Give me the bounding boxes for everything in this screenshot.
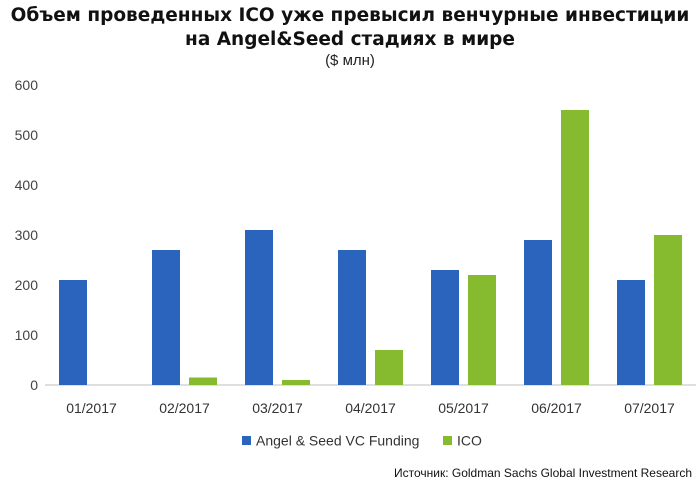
y-tick-label: 0 [30,377,38,393]
y-tick-label: 600 [15,77,39,93]
x-tick-label: 03/2017 [252,400,303,416]
y-tick-label: 100 [15,327,39,343]
bar-angel-seed [431,270,459,385]
x-tick-label: 06/2017 [531,400,582,416]
chart-title: Объем проведенных ICO уже превысил венчу… [0,4,700,52]
legend-angel-seed-label: Angel & Seed VC Funding [256,433,419,449]
bar-ico [468,275,496,385]
x-tick-label: 04/2017 [345,400,396,416]
bar-ico [375,350,403,385]
y-tick-label: 200 [15,277,39,293]
y-tick-label: 500 [15,127,39,143]
title-line-2: на Angel&Seed стадиях в мире [185,29,515,50]
x-tick-label: 01/2017 [66,400,117,416]
bar-ico [561,110,589,385]
bar-angel-seed [338,250,366,385]
y-tick-label: 300 [15,227,39,243]
source-note: Источник: Goldman Sachs Global Investmen… [393,466,692,480]
x-tick-label: 05/2017 [438,400,489,416]
bar-angel-seed [524,240,552,385]
legend-ico-label: ICO [457,433,482,449]
bar-ico [282,380,310,385]
bar-angel-seed [617,280,645,385]
legend-angel-seed-swatch [242,436,251,445]
x-tick-label: 02/2017 [159,400,210,416]
y-tick-label: 400 [15,177,39,193]
x-tick-label: 07/2017 [624,400,675,416]
bar-angel-seed [59,280,87,385]
chart-subtitle: ($ млн) [325,52,375,69]
bar-ico [654,235,682,385]
bar-angel-seed [152,250,180,385]
legend-ico-swatch [443,436,452,445]
title-line-1: Объем проведенных ICO уже превысил венчу… [10,5,690,26]
bar-ico [189,377,217,385]
bar-angel-seed [245,230,273,385]
